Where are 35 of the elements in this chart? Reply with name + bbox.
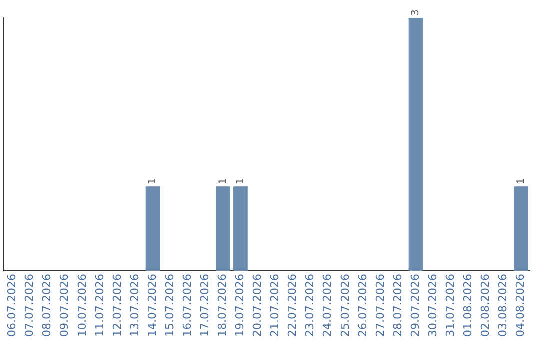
x-tick-label: 17.07.2026 [198,274,212,338]
x-tick-label: 29.07.2026 [408,274,422,338]
data-label: 1 [148,178,159,185]
data-label: 1 [235,178,246,185]
x-tick-label: 26.07.2026 [356,274,370,338]
x-tick-label: 04.08.2026 [514,274,528,338]
x-tick-label: 08.07.2026 [40,274,54,338]
x-tick-label: 22.07.2026 [286,274,300,338]
x-tick-label: 16.07.2026 [180,274,194,338]
x-tick-label: 25.07.2026 [338,274,352,338]
x-tick-label: 14.07.2026 [146,274,159,338]
x-tick-label: 30.07.2026 [426,274,440,338]
x-tick-label: 23.07.2026 [304,274,317,338]
x-tick-label: 07.07.2026 [23,274,36,338]
x-tick-label: 13.07.2026 [128,274,142,338]
x-tick-label: 21.07.2026 [268,274,282,338]
x-tick-label: 10.07.2026 [76,274,89,338]
x-tick-label: 20.07.2026 [251,274,264,338]
data-label: 1 [218,178,229,185]
x-tick-label: 06.07.2026 [6,274,19,338]
x-tick-label: 11.07.2026 [93,274,106,338]
x-tick-label: 01.08.2026 [461,274,474,338]
x-tick-label: 27.07.2026 [374,274,387,338]
data-label: 3 [410,10,422,16]
x-tick-label: 15.07.2026 [163,274,176,338]
x-tick-label: 02.08.2026 [479,274,492,338]
data-label: 1 [516,178,527,185]
x-tick-label: 19.07.2026 [234,274,247,338]
x-tick-label: 03.08.2026 [496,274,510,338]
x-tick-label: 12.07.2026 [110,274,124,338]
x-tick-label: 28.07.2026 [391,274,404,338]
x-tick-label: 09.07.2026 [58,274,72,338]
x-tick-label: 24.07.2026 [321,274,334,338]
x-tick-label: 18.07.2026 [216,274,230,338]
x-tick-label: 31.07.2026 [444,274,457,338]
